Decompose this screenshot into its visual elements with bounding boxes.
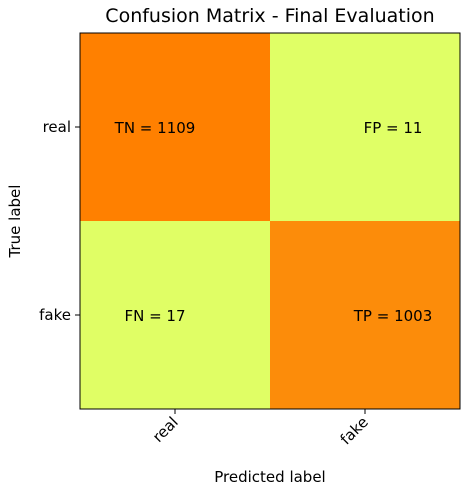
y-tick-label-real: real [43, 118, 71, 136]
x-tick-label-real: real [149, 413, 182, 446]
heatmap-cell-labels: TN = 1109 FP = 11 FN = 17 TP = 1003 [114, 119, 433, 325]
x-axis-ticks: real fake [149, 409, 372, 448]
heatmap-cells [80, 33, 460, 409]
x-tick-label-fake: fake [337, 413, 372, 448]
heatmap-cell-real-fake [270, 33, 460, 221]
cell-label-real-real: TN = 1109 [114, 119, 196, 137]
x-axis-label: Predicted label [214, 468, 325, 486]
heatmap-cell-fake-real [80, 221, 270, 409]
cell-label-real-fake: FP = 11 [364, 119, 423, 137]
heatmap-cell-fake-fake [270, 221, 460, 409]
cell-label-fake-fake: TP = 1003 [353, 307, 433, 325]
chart-title: Confusion Matrix - Final Evaluation [105, 5, 434, 27]
y-tick-label-fake: fake [39, 306, 71, 324]
cell-label-fake-real: FN = 17 [124, 307, 185, 325]
plot-frame [79, 32, 461, 410]
y-axis-ticks: real fake [39, 118, 80, 324]
heatmap-cell-real-real [80, 33, 270, 221]
y-axis-label: True label [6, 185, 24, 259]
